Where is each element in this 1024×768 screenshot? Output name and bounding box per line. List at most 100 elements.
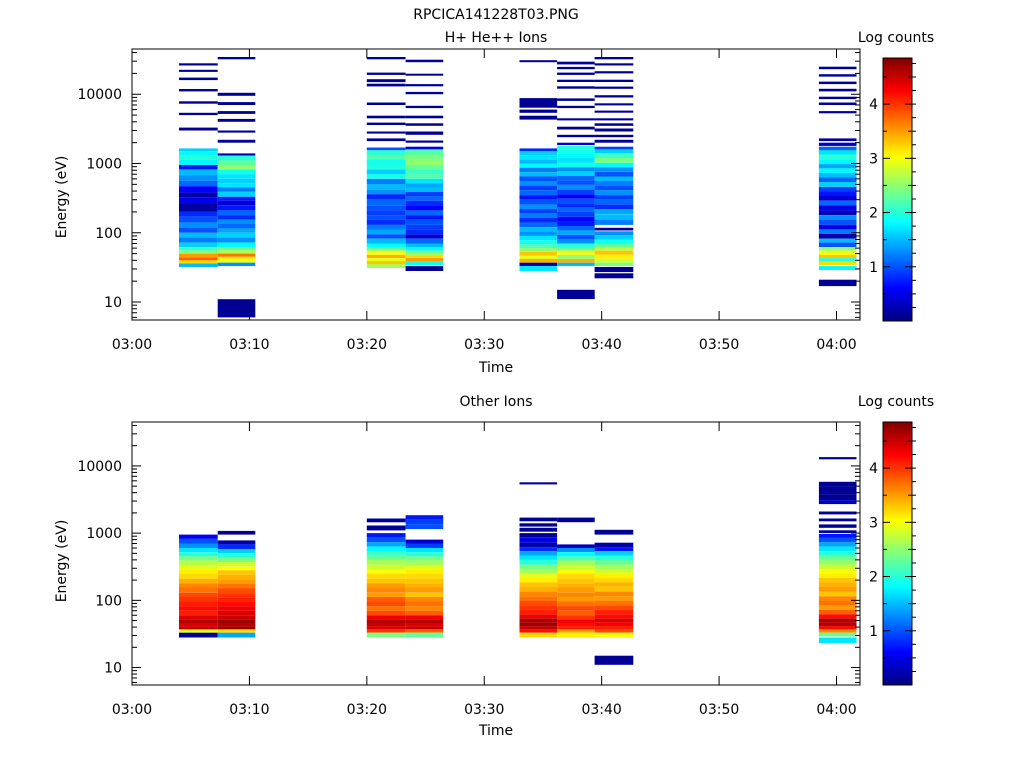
heatmap-cell — [519, 596, 558, 601]
heatmap-cell — [519, 204, 558, 209]
heatmap-cell — [557, 597, 595, 602]
heatmap-cell — [366, 169, 406, 175]
heatmap-cell — [818, 586, 857, 592]
heatmap-cell — [519, 618, 558, 623]
heatmap-cell — [519, 629, 558, 633]
heatmap-cell — [557, 254, 595, 259]
heatmap-cell — [818, 511, 857, 515]
heatmap-cell — [217, 232, 256, 238]
heatmap-cell — [594, 134, 634, 138]
heatmap-cell — [366, 138, 406, 142]
heatmap-cell — [594, 214, 634, 220]
heatmap-cell — [179, 583, 218, 588]
heatmap-cell — [179, 534, 218, 539]
colorbar-tick-label: 3 — [869, 515, 878, 531]
heatmap-cell — [594, 158, 634, 163]
heatmap-cell — [405, 623, 444, 627]
heatmap-cell — [217, 92, 256, 96]
x-axis-label: Time — [478, 723, 513, 739]
heatmap-cell — [557, 239, 595, 244]
heatmap-cell — [594, 153, 634, 158]
heatmap-cell — [366, 601, 406, 607]
ion-panel-other: Other Ions Log counts Energy (eV) Time 0… — [54, 394, 934, 739]
heatmap-cell — [405, 578, 444, 584]
heatmap-cell — [217, 588, 256, 594]
heatmap-cell — [519, 251, 558, 256]
heatmap-cell — [818, 66, 857, 70]
heatmap-cell — [818, 618, 857, 623]
heatmap-cell — [818, 250, 857, 255]
heatmap-cell — [818, 614, 857, 619]
heatmap-cell — [217, 579, 256, 584]
heatmap-cell — [366, 597, 406, 602]
panel-title: H+ He++ Ions — [445, 30, 548, 46]
heatmap-cell — [217, 256, 256, 260]
heatmap-cell — [217, 160, 256, 165]
heatmap-cell — [519, 600, 558, 606]
heatmap-cell — [557, 548, 595, 553]
heatmap-cell — [405, 91, 444, 95]
heatmap-cell — [366, 178, 406, 185]
heatmap-cell — [519, 209, 558, 214]
heatmap-cell — [366, 165, 406, 170]
heatmap-cell — [366, 546, 406, 552]
heatmap-cell — [818, 138, 857, 142]
heatmap-cell — [217, 200, 256, 206]
heatmap-cell — [594, 614, 634, 619]
heatmap-cell — [818, 582, 857, 587]
heatmap-cell — [557, 118, 595, 121]
heatmap-cell — [217, 530, 256, 535]
heatmap-cell — [594, 180, 634, 186]
heatmap-cell — [179, 169, 218, 176]
heatmap-cell — [519, 578, 558, 583]
heatmap-cell — [594, 171, 634, 177]
colorbar-ticks: 1 2 3 4 — [869, 426, 916, 672]
heatmap-cell — [818, 88, 857, 92]
x-tick-label: 03:40 — [581, 702, 621, 718]
heatmap-cell — [594, 86, 634, 89]
x-tick-label: 03:40 — [581, 337, 621, 353]
heatmap-cell — [519, 622, 558, 627]
heatmap-cell — [366, 189, 406, 195]
heatmap-cell — [818, 569, 857, 574]
heatmap-cell — [179, 260, 218, 264]
heatmap-cell — [818, 224, 857, 230]
heatmap-cell — [366, 619, 406, 623]
heatmap-cell — [217, 601, 256, 607]
heatmap-cell — [405, 105, 444, 109]
heatmap-cell — [179, 629, 218, 633]
colorbar — [882, 421, 913, 686]
y-tick-label: 100 — [95, 593, 122, 609]
heatmap-cell — [557, 552, 595, 557]
heatmap-cell — [217, 623, 256, 627]
heatmap-cell — [405, 200, 444, 206]
ion-panel-h-he: H+ He++ Ions Log counts Energy (eV) Time… — [54, 30, 934, 376]
heatmap-cell — [594, 542, 634, 548]
heatmap-cell — [405, 543, 444, 548]
heatmap-cell — [217, 610, 256, 616]
heatmap-cell — [818, 555, 857, 560]
heatmap-cell — [179, 63, 218, 66]
x-tick-label: 04:00 — [816, 702, 856, 718]
heatmap-cell — [366, 57, 406, 60]
heatmap-cell — [557, 623, 595, 627]
heatmap-cell — [519, 551, 558, 556]
heatmap-cell — [818, 102, 857, 105]
heatmap-cell — [557, 176, 595, 181]
heatmap-cell — [594, 235, 634, 240]
heatmap-cell — [557, 560, 595, 566]
heatmap-cell — [557, 569, 595, 574]
heatmap-cell — [366, 610, 406, 616]
heatmap-cell — [594, 273, 634, 279]
x-axis-label: Time — [478, 360, 513, 376]
heatmap-cell — [818, 238, 857, 243]
heatmap-cell — [217, 629, 256, 633]
heatmap-cell — [366, 224, 406, 230]
heatmap-cell — [405, 219, 444, 225]
colorbar-label: Log counts — [858, 394, 934, 410]
heatmap-cell — [594, 618, 634, 623]
x-ticks: 03:00 03:10 03:20 03:30 03:40 03:50 04:00 — [112, 422, 857, 718]
heatmap-cell — [818, 229, 857, 234]
heatmap-cell — [179, 626, 218, 630]
